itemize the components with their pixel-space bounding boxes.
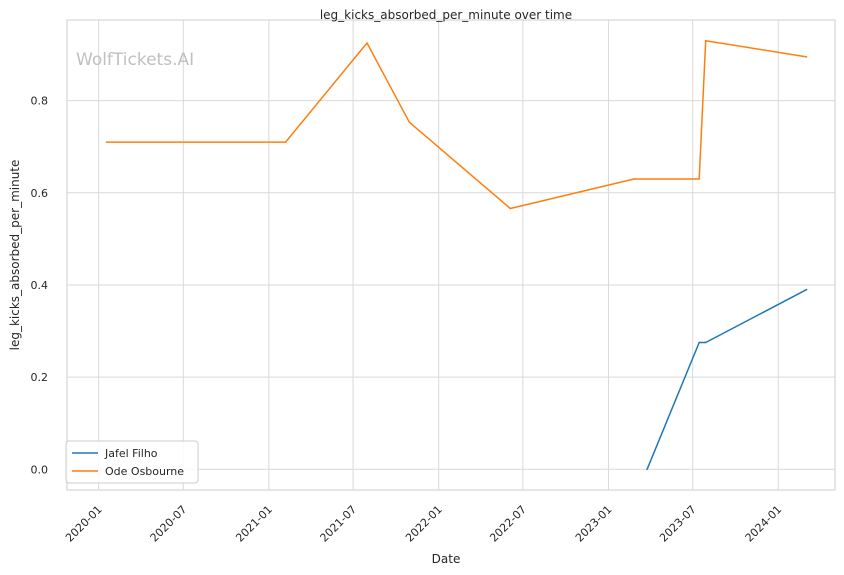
x-tick-label: 2021-07 (318, 503, 360, 545)
data-point-ode-osbourne (633, 178, 635, 180)
y-tick-label: 0.2 (31, 371, 49, 384)
legend-label-ode-osbourne: Ode Osbourne (105, 465, 184, 478)
x-tick-label: 2022-01 (403, 503, 445, 545)
data-point-ode-osbourne (698, 178, 700, 180)
y-tick-label: 0.8 (31, 95, 49, 108)
legend: Jafel Filho Ode Osbourne (65, 440, 199, 484)
x-axis-label: Date (432, 552, 461, 566)
data-point-ode-osbourne (509, 207, 512, 210)
y-tick-label: 0.6 (31, 187, 49, 200)
data-point-ode-osbourne (284, 141, 287, 143)
series-line-jafel-filho (646, 288, 807, 470)
data-point-ode-osbourne (366, 42, 368, 44)
legend-box (65, 440, 199, 484)
x-tick-label: 2021-01 (233, 503, 275, 545)
y-tick-label: 0.4 (31, 279, 49, 292)
x-tick-label: 2023-01 (573, 503, 615, 545)
x-tick-label: 2020-01 (63, 503, 105, 545)
y-tick-label: 0.0 (31, 463, 49, 476)
legend-label-jafel-filho: Jafel Filho (104, 447, 158, 460)
series-lines (105, 39, 808, 471)
data-point-ode-osbourne (105, 141, 108, 143)
y-axis-label: leg_kicks_absorbed_per_minute (8, 160, 22, 351)
data-point-ode-osbourne (704, 39, 707, 42)
grid-lines (67, 20, 835, 490)
x-tick-label: 2024-01 (743, 503, 785, 545)
data-point-jafel-filho (646, 468, 648, 471)
x-tick-label: 2023-07 (657, 503, 699, 545)
data-point-jafel-filho (805, 288, 808, 291)
data-point-ode-osbourne (408, 121, 411, 124)
watermark: WolfTickets.AI (76, 50, 194, 70)
data-point-jafel-filho (704, 341, 707, 344)
x-tick-label: 2022-07 (487, 503, 529, 545)
x-tick-label: 2020-07 (148, 503, 190, 545)
data-point-jafel-filho (698, 341, 700, 344)
plot-area (66, 19, 836, 491)
data-point-ode-osbourne (805, 56, 808, 58)
chart-title: leg_kicks_absorbed_per_minute over time (320, 8, 572, 22)
